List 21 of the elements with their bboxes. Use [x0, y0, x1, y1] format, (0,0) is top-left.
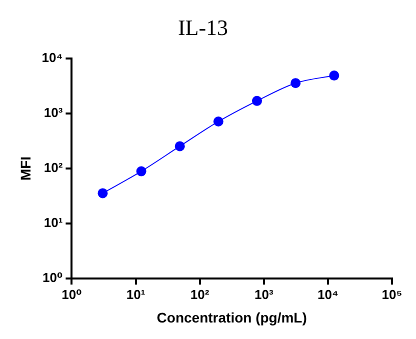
y-tick-label: 10² [44, 160, 64, 176]
x-tick-label: 10³ [254, 286, 274, 302]
y-tick-label: 10⁴ [42, 50, 63, 65]
point [213, 116, 224, 127]
x-tick-label: 10² [190, 286, 210, 302]
y-tick-label: 10⁰ [42, 270, 63, 286]
chart-title: IL-13 [178, 14, 228, 40]
y-tick-label: 10³ [44, 105, 64, 120]
point [329, 70, 340, 81]
x-tick-label: 10⁰ [62, 286, 82, 302]
x-tick-label: 10⁴ [317, 286, 338, 302]
x-tick-label: 10¹ [126, 286, 146, 302]
point [252, 96, 262, 106]
point [290, 78, 301, 88]
y-tick-label: 10¹ [44, 215, 63, 230]
x-tick-label: 10⁵ [382, 286, 402, 302]
point [98, 188, 108, 198]
point [174, 141, 185, 152]
y-axis-title: MFI [17, 156, 34, 181]
x-axis-title: Concentration (pg/mL) [156, 309, 307, 326]
point [136, 166, 146, 176]
